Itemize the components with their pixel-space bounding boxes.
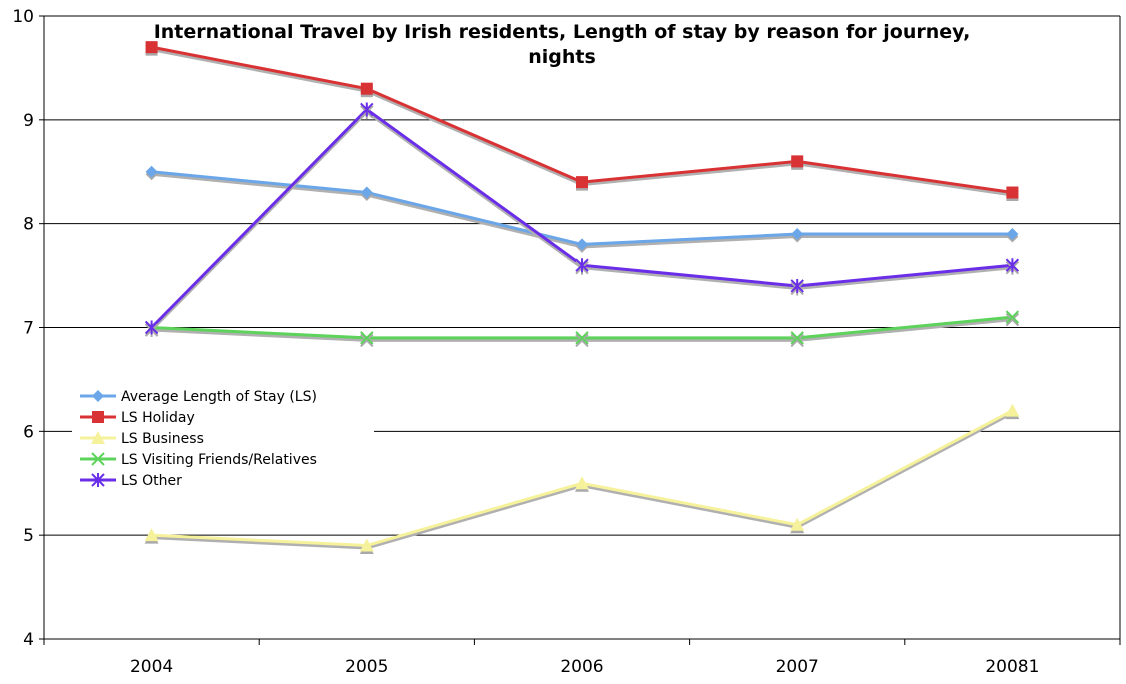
x-tick-label: 2007 xyxy=(776,657,819,677)
legend-marker xyxy=(91,452,105,466)
data-point xyxy=(360,186,373,199)
data-point xyxy=(360,102,374,117)
x-axis-ticks: 2004 2005 2006 2007 20081 xyxy=(43,639,1121,677)
data-point xyxy=(576,238,588,251)
legend-marker xyxy=(92,411,104,423)
legend-item: LS Holiday xyxy=(80,410,195,426)
data-point xyxy=(1005,403,1020,417)
data-point xyxy=(1006,186,1019,199)
legend-item: LS Visiting Friends/Relatives xyxy=(80,452,317,468)
y-tick-label: 7 xyxy=(23,319,34,339)
data-point xyxy=(360,82,373,95)
data-point xyxy=(575,258,589,273)
data-point-shadow xyxy=(1005,312,1020,327)
data-point xyxy=(144,320,159,335)
legend-label: LS Business xyxy=(121,431,204,447)
chart-title-line-1: International Travel by Irish residents,… xyxy=(154,21,971,43)
data-point xyxy=(1005,310,1020,324)
x-tick-label: 2004 xyxy=(130,657,173,677)
legend-marker xyxy=(91,473,105,487)
series-group xyxy=(144,41,1020,555)
data-point xyxy=(1005,258,1020,273)
legend-box xyxy=(72,382,374,498)
series-line-shadow xyxy=(150,109,1013,332)
x-tick-label: 2005 xyxy=(345,657,388,677)
data-point xyxy=(145,165,158,178)
y-tick-label: 5 xyxy=(23,526,34,546)
y-tick-label: 6 xyxy=(23,422,34,442)
legend-label: LS Holiday xyxy=(121,410,195,426)
data-point-shadow xyxy=(790,333,804,348)
data-point xyxy=(790,278,804,293)
legend: Average Length of Stay (LS) LS Holiday LS … xyxy=(72,382,374,498)
data-point xyxy=(144,528,159,542)
legend-label: LS Visiting Friends/Relatives xyxy=(121,452,317,468)
legend-marker xyxy=(92,390,104,402)
legend-item: Average Length of Stay (LS) xyxy=(80,389,317,405)
legend-label: LS Other xyxy=(121,473,182,489)
data-point xyxy=(790,331,804,345)
y-tick-label: 10 xyxy=(12,7,34,27)
data-point xyxy=(790,517,805,531)
legend-label: Average Length of Stay (LS) xyxy=(121,389,317,405)
series-3 xyxy=(144,403,1020,555)
data-point xyxy=(145,41,158,54)
data-point xyxy=(576,176,588,189)
series-line xyxy=(150,107,1013,329)
data-point xyxy=(1006,228,1019,241)
series-4 xyxy=(144,310,1020,348)
x-tick-label: 20081 xyxy=(985,657,1039,677)
chart-title-line-2: nights xyxy=(528,46,596,68)
legend-marker xyxy=(91,431,105,444)
series-2 xyxy=(145,41,1019,202)
x-tick-label: 2006 xyxy=(560,657,603,677)
data-point-shadow xyxy=(360,333,374,348)
legend-item: LS Other xyxy=(80,473,182,489)
series-5 xyxy=(144,102,1020,337)
data-point xyxy=(575,476,589,490)
data-point xyxy=(791,155,804,168)
y-tick-label: 8 xyxy=(23,215,34,235)
y-tick-label: 9 xyxy=(23,111,34,131)
chart-title: International Travel by Irish residents,… xyxy=(154,21,971,68)
data-point xyxy=(791,228,804,241)
y-axis-ticks: 4 5 6 7 8 9 10 xyxy=(12,7,44,650)
data-point xyxy=(575,331,589,345)
y-tick-label: 4 xyxy=(23,630,34,650)
data-point xyxy=(360,331,374,345)
legend-item: LS Business xyxy=(80,431,204,447)
data-point-shadow xyxy=(575,333,589,348)
data-point xyxy=(359,538,374,552)
